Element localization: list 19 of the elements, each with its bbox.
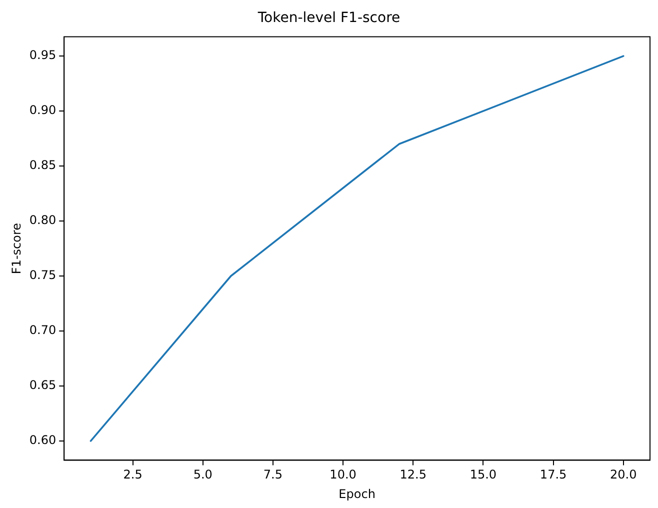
x-tick-label: 17.5 <box>540 468 567 482</box>
chart-title: Token-level F1-score <box>256 10 400 26</box>
y-tick-label: 0.95 <box>29 48 56 62</box>
x-tick-label: 15.0 <box>470 468 497 482</box>
y-tick-label: 0.60 <box>29 433 56 448</box>
y-axis-title: F1-score <box>9 222 24 274</box>
y-tick-label: 0.85 <box>29 158 56 172</box>
x-tick-label: 10.0 <box>330 468 356 482</box>
x-axis-title: Epoch <box>338 486 376 501</box>
y-tick-label: 0.65 <box>29 378 56 392</box>
x-tick-label: 12.5 <box>400 468 426 482</box>
y-tick-label: 0.70 <box>29 323 56 338</box>
x-tick-label: 7.5 <box>263 468 283 482</box>
y-tick-label: 0.75 <box>29 268 56 282</box>
x-tick-label: 2.5 <box>123 468 142 482</box>
x-tick-label: 20.0 <box>610 468 637 482</box>
y-tick-label: 0.90 <box>29 103 56 118</box>
y-tick-label: 0.80 <box>29 213 56 228</box>
x-tick-label: 5.0 <box>193 468 212 482</box>
